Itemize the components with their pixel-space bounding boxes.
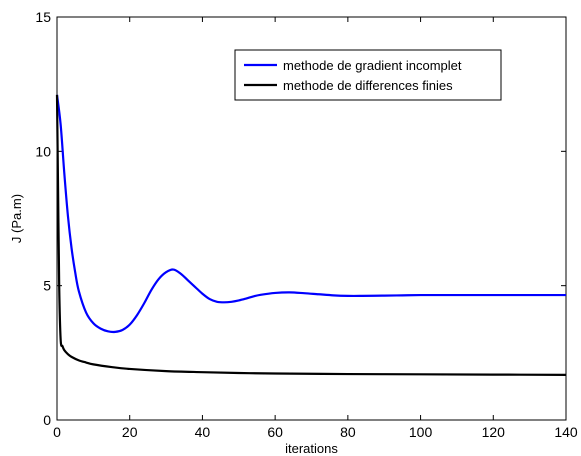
- x-tick-label: 20: [122, 424, 138, 440]
- x-tick-label: 40: [195, 424, 211, 440]
- y-tick-label: 10: [35, 143, 51, 159]
- x-tick-label: 80: [340, 424, 356, 440]
- legend-box: [234, 49, 502, 101]
- x-axis-label: iterations: [285, 441, 338, 456]
- y-tick-label: 15: [35, 9, 51, 25]
- y-tick-label: 0: [43, 412, 51, 428]
- y-tick-label: 5: [43, 278, 51, 294]
- series-lines: [55, 94, 567, 376]
- legend-label-gradient-incomplet: methode de gradient incomplet: [283, 58, 462, 73]
- series-line-gradient-incomplet: [55, 94, 566, 334]
- x-tick-label: 100: [409, 424, 433, 440]
- x-tick-label: 60: [267, 424, 283, 440]
- series-line-differences-finies: [55, 94, 567, 376]
- x-tick-label: 140: [554, 424, 578, 440]
- legend: methode de gradient incomplet methode de…: [234, 49, 502, 101]
- y-axis-label: J (Pa.m): [9, 194, 24, 243]
- x-tick-label: 0: [53, 424, 61, 440]
- x-tick-label: 120: [482, 424, 506, 440]
- axis-ticks: 0 20 40 60 80 100 120 140 0 5 10 15: [35, 9, 577, 440]
- legend-label-differences-finies: methode de differences finies: [283, 78, 453, 93]
